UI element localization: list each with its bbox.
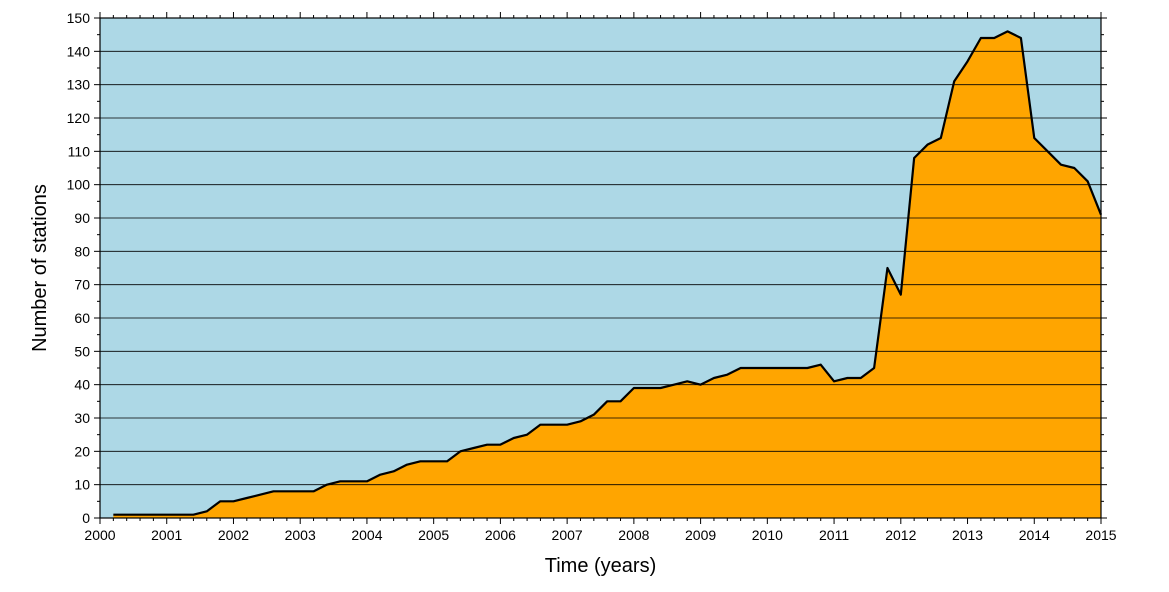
y-tick-label: 140 <box>67 43 91 59</box>
y-axis-title: Number of stations <box>29 184 51 352</box>
y-tick-label: 30 <box>74 410 90 426</box>
y-tick-label: 110 <box>68 143 91 159</box>
y-tick-label: 80 <box>74 243 90 259</box>
y-tick-label: 20 <box>74 443 90 459</box>
x-tick-label: 2014 <box>1019 527 1050 543</box>
x-tick-label: 2009 <box>685 527 716 543</box>
y-tick-label: 0 <box>82 510 90 526</box>
x-tick-label: 2005 <box>418 527 449 543</box>
x-tick-label: 2004 <box>351 527 382 543</box>
y-tick-label: 70 <box>74 277 90 293</box>
y-tick-label: 130 <box>67 77 91 93</box>
y-tick-label: 10 <box>74 477 90 493</box>
x-tick-label: 2010 <box>752 527 783 543</box>
x-tick-label: 2007 <box>552 527 583 543</box>
y-tick-label: 60 <box>74 310 90 326</box>
x-tick-label: 2012 <box>885 527 916 543</box>
x-tick-label: 2001 <box>151 527 182 543</box>
area-fill <box>113 31 1101 518</box>
series-line <box>113 30 1103 516</box>
y-tick-label: 40 <box>74 377 90 393</box>
y-tick-label: 150 <box>67 10 91 26</box>
x-tick-label: 2013 <box>952 527 983 543</box>
x-tick-label: 2002 <box>218 527 249 543</box>
x-tick-label: 2011 <box>819 527 849 543</box>
x-tick-label: 2015 <box>1085 527 1116 543</box>
x-tick-label: 2008 <box>618 527 649 543</box>
y-tick-label: 50 <box>74 343 90 359</box>
x-tick-label: 2003 <box>285 527 316 543</box>
y-tick-label: 100 <box>67 177 91 193</box>
y-tick-label: 90 <box>74 210 90 226</box>
x-tick-label: 2000 <box>84 527 115 543</box>
x-tick-label: 2006 <box>485 527 516 543</box>
x-axis-title: Time (years) <box>545 555 656 577</box>
y-tick-label: 120 <box>67 110 91 126</box>
